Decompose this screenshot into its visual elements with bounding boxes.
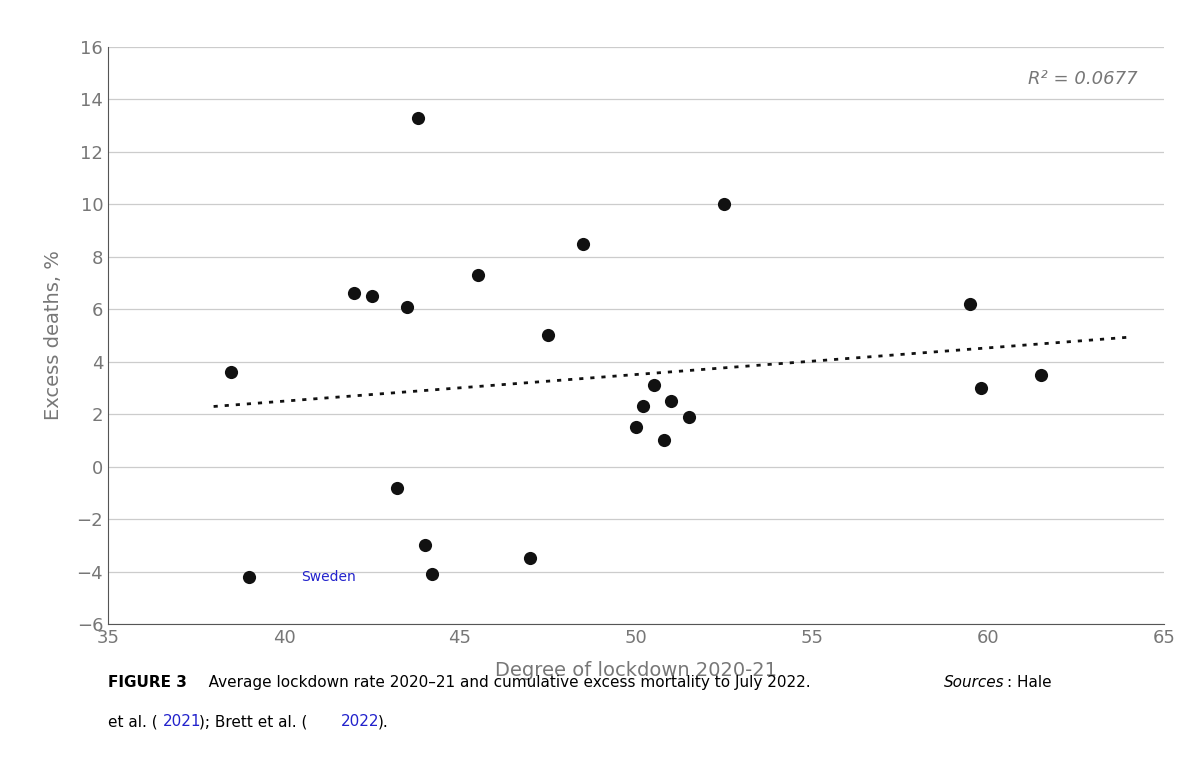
X-axis label: Degree of lockdown 2020-21: Degree of lockdown 2020-21 [496, 661, 778, 679]
Point [521, 552, 540, 565]
Point [574, 237, 593, 250]
Point [362, 290, 382, 303]
Text: ).: ). [378, 714, 389, 729]
Point [654, 434, 673, 447]
Text: 2021: 2021 [163, 714, 202, 729]
Point [408, 112, 427, 124]
Text: R² = 0.0677: R² = 0.0677 [1028, 70, 1138, 88]
Point [422, 568, 442, 580]
Point [961, 298, 980, 310]
Point [634, 400, 653, 413]
Text: 2022: 2022 [341, 714, 379, 729]
Point [344, 287, 364, 300]
Point [239, 570, 258, 583]
Point [971, 381, 990, 394]
Text: Average lockdown rate 2020–21 and cumulative excess mortality to July 2022.: Average lockdown rate 2020–21 and cumula… [194, 675, 818, 690]
Point [714, 198, 733, 211]
Y-axis label: Excess deaths, %: Excess deaths, % [43, 250, 62, 420]
Text: Sources: Sources [944, 675, 1006, 690]
Point [415, 539, 434, 551]
Text: FIGURE 3: FIGURE 3 [108, 675, 187, 690]
Point [388, 481, 407, 494]
Text: et al. (: et al. ( [108, 714, 157, 729]
Point [626, 421, 646, 434]
Point [539, 329, 558, 342]
Text: ); Brett et al. (: ); Brett et al. ( [199, 714, 307, 729]
Point [1031, 368, 1050, 381]
Point [661, 395, 680, 407]
Point [222, 366, 241, 378]
Text: Sweden: Sweden [301, 569, 356, 583]
Point [679, 410, 698, 423]
Point [397, 300, 416, 313]
Point [468, 269, 487, 282]
Text: : Hale: : Hale [1007, 675, 1051, 690]
Point [644, 379, 664, 392]
